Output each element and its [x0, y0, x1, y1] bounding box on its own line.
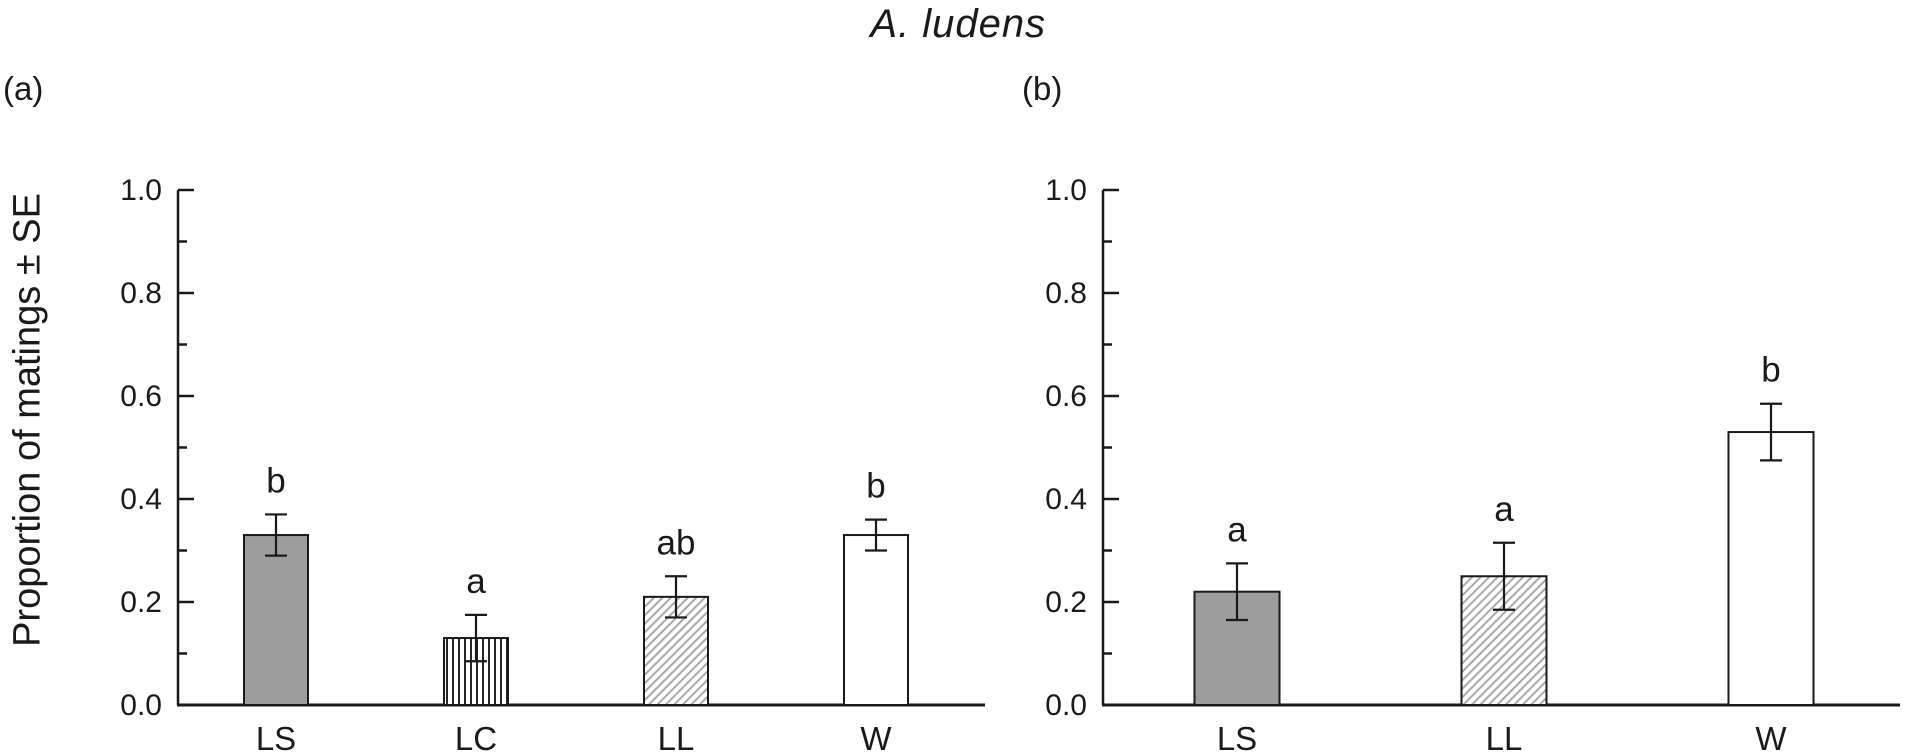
significance-letter: b	[1761, 351, 1780, 390]
x-category-label: LS	[256, 720, 296, 755]
significance-letter: a	[1227, 510, 1247, 549]
y-tick-label: 0.6	[120, 380, 162, 413]
panel-b: 0.0 0.2 0.4 0.6 0.8 1.0 a LS a LL b W	[1045, 174, 1900, 755]
bar-w	[843, 534, 909, 706]
y-tick-label: 1.0	[1045, 174, 1087, 207]
panel-label-a: (a)	[3, 70, 44, 107]
x-category-label: LL	[658, 720, 695, 755]
figure-title: A. ludens	[870, 2, 1047, 46]
significance-letter: a	[466, 562, 486, 601]
y-tick-label: 1.0	[120, 174, 162, 207]
significance-letter: b	[266, 461, 285, 500]
error-bar-lc	[465, 613, 487, 663]
y-tick-label: 0.2	[120, 586, 162, 619]
y-tick-label: 0.8	[1045, 277, 1087, 310]
significance-letter: b	[866, 467, 885, 506]
panel-label-b: (b)	[1022, 70, 1063, 107]
x-category-label: LC	[455, 720, 497, 755]
y-tick-label: 0.0	[120, 689, 162, 722]
error-bar-ls	[1226, 562, 1248, 622]
x-category-label: W	[860, 720, 892, 755]
y-tick-label: 0.0	[1045, 689, 1087, 722]
error-bar-w	[1760, 402, 1782, 462]
y-tick-label: 0.8	[120, 277, 162, 310]
x-category-label: LS	[1217, 720, 1257, 755]
y-tick-label: 0.4	[1045, 483, 1087, 516]
panel-a: 0.0 0.2 0.4 0.6 0.8 1.0 b LS a LC ab LL b W	[120, 174, 985, 755]
bar-w	[1727, 431, 1815, 706]
x-category-label: W	[1755, 720, 1787, 755]
y-tick-label: 0.4	[120, 483, 162, 516]
error-bar-w	[865, 518, 887, 552]
significance-letter: a	[1494, 490, 1514, 529]
y-tick-label: 0.2	[1045, 586, 1087, 619]
error-bar-ll	[665, 575, 687, 619]
significance-letter: ab	[657, 523, 696, 562]
x-category-label: LL	[1486, 720, 1523, 755]
bar-ls	[243, 534, 309, 706]
error-bar-ll	[1493, 541, 1515, 611]
error-bar-ls	[265, 513, 287, 557]
y-tick-label: 0.6	[1045, 380, 1087, 413]
